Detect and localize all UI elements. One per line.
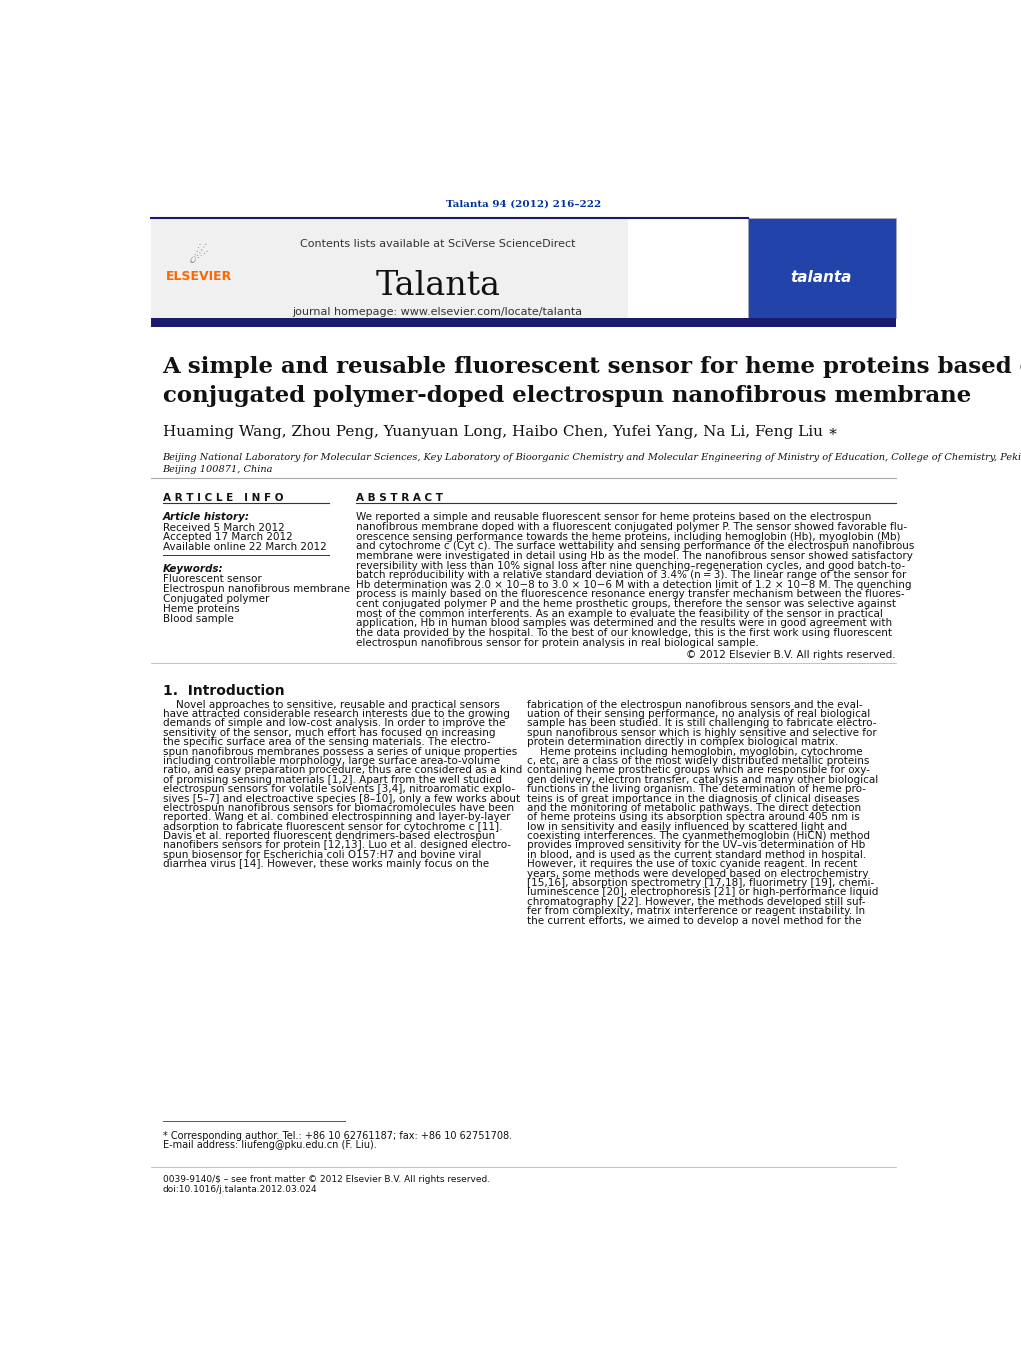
Text: sives [5–7] and electroactive species [8–10], only a few works about: sives [5–7] and electroactive species [8… [162, 793, 520, 804]
Text: Available online 22 March 2012: Available online 22 March 2012 [162, 542, 327, 551]
Text: gen delivery, electron transfer, catalysis and many other biological: gen delivery, electron transfer, catalys… [527, 774, 878, 785]
FancyBboxPatch shape [747, 218, 895, 317]
Text: teins is of great importance in the diagnosis of clinical diseases: teins is of great importance in the diag… [527, 793, 859, 804]
Text: adsorption to fabricate fluorescent sensor for cytochrome c [11].: adsorption to fabricate fluorescent sens… [162, 821, 502, 832]
Text: the data provided by the hospital. To the best of our knowledge, this is the fir: the data provided by the hospital. To th… [356, 628, 892, 638]
Text: Novel approaches to sensitive, reusable and practical sensors: Novel approaches to sensitive, reusable … [162, 700, 499, 709]
Text: low in sensitivity and easily influenced by scattered light and: low in sensitivity and easily influenced… [527, 821, 846, 832]
Text: * Corresponding author. Tel.: +86 10 62761187; fax: +86 10 62751708.: * Corresponding author. Tel.: +86 10 627… [162, 1131, 512, 1140]
Text: sensitivity of the sensor, much effort has focused on increasing: sensitivity of the sensor, much effort h… [162, 728, 495, 738]
Text: electrospun sensors for volatile solvents [3,4], nitroaromatic explo-: electrospun sensors for volatile solvent… [162, 784, 515, 794]
Text: Contents lists available at SciVerse ScienceDirect: Contents lists available at SciVerse Sci… [300, 239, 576, 249]
Text: Fluorescent sensor: Fluorescent sensor [162, 574, 261, 584]
Text: the current efforts, we aimed to develop a novel method for the: the current efforts, we aimed to develop… [527, 916, 862, 925]
Text: doi:10.1016/j.talanta.2012.03.024: doi:10.1016/j.talanta.2012.03.024 [162, 1185, 318, 1194]
Text: nanofibers sensors for protein [12,13]. Luo et al. designed electro-: nanofibers sensors for protein [12,13]. … [162, 840, 510, 851]
Text: demands of simple and low-cost analysis. In order to improve the: demands of simple and low-cost analysis.… [162, 719, 504, 728]
FancyBboxPatch shape [151, 317, 895, 327]
Text: application, Hb in human blood samples was determined and the results were in go: application, Hb in human blood samples w… [356, 619, 892, 628]
Text: luminescence [20], electrophoresis [21] or high-performance liquid: luminescence [20], electrophoresis [21] … [527, 888, 878, 897]
Text: provides improved sensitivity for the UV–vis determination of Hb: provides improved sensitivity for the UV… [527, 840, 865, 851]
Text: and cytochrome c (Cyt c). The surface wettability and sensing performance of the: and cytochrome c (Cyt c). The surface we… [356, 542, 915, 551]
Text: Talanta: Talanta [375, 270, 500, 301]
Text: Huaming Wang, Zhou Peng, Yuanyuan Long, Haibo Chen, Yufei Yang, Na Li, Feng Liu : Huaming Wang, Zhou Peng, Yuanyuan Long, … [162, 426, 838, 439]
Text: fer from complexity, matrix interference or reagent instability. In: fer from complexity, matrix interference… [527, 907, 865, 916]
Text: of heme proteins using its absorption spectra around 405 nm is: of heme proteins using its absorption sp… [527, 812, 860, 823]
Text: chromatography [22]. However, the methods developed still suf-: chromatography [22]. However, the method… [527, 897, 865, 907]
Text: Heme proteins: Heme proteins [162, 604, 239, 615]
Text: including controllable morphology, large surface area-to-volume: including controllable morphology, large… [162, 757, 499, 766]
Text: spun biosensor for Escherichia coli O157:H7 and bovine viral: spun biosensor for Escherichia coli O157… [162, 850, 481, 859]
Text: [15,16], absorption spectrometry [17,18], fluorimetry [19], chemi-: [15,16], absorption spectrometry [17,18]… [527, 878, 874, 888]
Text: spun nanofibrous membranes possess a series of unique properties: spun nanofibrous membranes possess a ser… [162, 747, 517, 757]
Text: most of the common interferents. As an example to evaluate the feasibility of th: most of the common interferents. As an e… [356, 609, 883, 619]
Text: © 2012 Elsevier B.V. All rights reserved.: © 2012 Elsevier B.V. All rights reserved… [686, 650, 895, 659]
Text: Beijing 100871, China: Beijing 100871, China [162, 465, 273, 474]
Text: Heme proteins including hemoglobin, myoglobin, cytochrome: Heme proteins including hemoglobin, myog… [527, 747, 863, 757]
Text: A R T I C L E   I N F O: A R T I C L E I N F O [162, 493, 283, 503]
FancyBboxPatch shape [248, 218, 628, 317]
Text: Hb determination was 2.0 × 10−8 to 3.0 × 10−6 M with a detection limit of 1.2 × : Hb determination was 2.0 × 10−8 to 3.0 ×… [356, 580, 912, 590]
Text: coexisting interferences. The cyanmethemoglobin (HiCN) method: coexisting interferences. The cyanmethem… [527, 831, 870, 842]
Text: process is mainly based on the fluorescence resonance energy transfer mechanism : process is mainly based on the fluoresce… [356, 589, 905, 600]
Text: and the monitoring of metabolic pathways. The direct detection: and the monitoring of metabolic pathways… [527, 802, 861, 813]
Text: Accepted 17 March 2012: Accepted 17 March 2012 [162, 532, 292, 543]
Text: Conjugated polymer: Conjugated polymer [162, 594, 269, 604]
Text: A simple and reusable fluorescent sensor for heme proteins based on a: A simple and reusable fluorescent sensor… [162, 357, 1021, 378]
Text: diarrhea virus [14]. However, these works mainly focus on the: diarrhea virus [14]. However, these work… [162, 859, 489, 869]
Text: electrospun nanofibrous sensor for protein analysis in real biological sample.: electrospun nanofibrous sensor for prote… [356, 638, 759, 647]
Text: However, it requires the use of toxic cyanide reagent. In recent: However, it requires the use of toxic cy… [527, 859, 857, 869]
Text: Blood sample: Blood sample [162, 615, 233, 624]
Text: Beijing National Laboratory for Molecular Sciences, Key Laboratory of Bioorganic: Beijing National Laboratory for Molecula… [162, 453, 1021, 462]
Text: electrospun nanofibrous sensors for biomacromolecules have been: electrospun nanofibrous sensors for biom… [162, 802, 514, 813]
Text: A B S T R A C T: A B S T R A C T [356, 493, 443, 503]
Text: talanta: talanta [790, 270, 852, 285]
Text: in blood, and is used as the current standard method in hospital.: in blood, and is used as the current sta… [527, 850, 866, 859]
Text: 1.  Introduction: 1. Introduction [162, 684, 284, 698]
Text: containing heme prosthetic groups which are responsible for oxy-: containing heme prosthetic groups which … [527, 765, 870, 775]
Text: protein determination directly in complex biological matrix.: protein determination directly in comple… [527, 738, 838, 747]
Text: Article history:: Article history: [162, 512, 249, 523]
Text: reversibility with less than 10% signal loss after nine quenching–regeneration c: reversibility with less than 10% signal … [356, 561, 906, 570]
Text: c, etc, are a class of the most widely distributed metallic proteins: c, etc, are a class of the most widely d… [527, 757, 869, 766]
Text: cent conjugated polymer P and the heme prosthetic groups, therefore the sensor w: cent conjugated polymer P and the heme p… [356, 598, 896, 609]
Text: functions in the living organism. The determination of heme pro-: functions in the living organism. The de… [527, 784, 866, 794]
Text: orescence sensing performance towards the heme proteins, including hemoglobin (H: orescence sensing performance towards th… [356, 532, 901, 542]
Text: membrane were investigated in detail using Hb as the model. The nanofibrous sens: membrane were investigated in detail usi… [356, 551, 913, 561]
Text: spun nanofibrous sensor which is highly sensitive and selective for: spun nanofibrous sensor which is highly … [527, 728, 876, 738]
Text: reported. Wang et al. combined electrospinning and layer-by-layer: reported. Wang et al. combined electrosp… [162, 812, 510, 823]
Text: ☄: ☄ [189, 247, 209, 266]
Text: ELSEVIER: ELSEVIER [165, 270, 232, 282]
Text: years, some methods were developed based on electrochemistry: years, some methods were developed based… [527, 869, 868, 878]
Text: the specific surface area of the sensing materials. The electro-: the specific surface area of the sensing… [162, 738, 490, 747]
Text: We reported a simple and reusable fluorescent sensor for heme proteins based on : We reported a simple and reusable fluore… [356, 512, 872, 523]
Text: batch reproducibility with a relative standard deviation of 3.4% (n = 3). The li: batch reproducibility with a relative st… [356, 570, 907, 580]
Text: nanofibrous membrane doped with a fluorescent conjugated polymer P. The sensor s: nanofibrous membrane doped with a fluore… [356, 521, 908, 532]
Text: ratio, and easy preparation procedure, thus are considered as a kind: ratio, and easy preparation procedure, t… [162, 765, 522, 775]
Text: Talanta 94 (2012) 216–222: Talanta 94 (2012) 216–222 [445, 199, 601, 208]
Text: E-mail address: liufeng@pku.edu.cn (F. Liu).: E-mail address: liufeng@pku.edu.cn (F. L… [162, 1140, 377, 1150]
Text: conjugated polymer-doped electrospun nanofibrous membrane: conjugated polymer-doped electrospun nan… [162, 385, 971, 408]
Text: Keywords:: Keywords: [162, 565, 224, 574]
FancyBboxPatch shape [151, 218, 248, 317]
Text: uation of their sensing performance, no analysis of real biological: uation of their sensing performance, no … [527, 709, 870, 719]
Text: Received 5 March 2012: Received 5 March 2012 [162, 523, 284, 534]
Text: 0039-9140/$ – see front matter © 2012 Elsevier B.V. All rights reserved.: 0039-9140/$ – see front matter © 2012 El… [162, 1174, 490, 1183]
Text: Electrospun nanofibrous membrane: Electrospun nanofibrous membrane [162, 584, 349, 594]
Text: fabrication of the electrospun nanofibrous sensors and the eval-: fabrication of the electrospun nanofibro… [527, 700, 863, 709]
Text: journal homepage: www.elsevier.com/locate/talanta: journal homepage: www.elsevier.com/locat… [293, 307, 583, 317]
Text: Davis et al. reported fluorescent dendrimers-based electrospun: Davis et al. reported fluorescent dendri… [162, 831, 494, 842]
Text: sample has been studied. It is still challenging to fabricate electro-: sample has been studied. It is still cha… [527, 719, 876, 728]
Text: have attracted considerable research interests due to the growing: have attracted considerable research int… [162, 709, 509, 719]
Text: of promising sensing materials [1,2]. Apart from the well studied: of promising sensing materials [1,2]. Ap… [162, 774, 501, 785]
